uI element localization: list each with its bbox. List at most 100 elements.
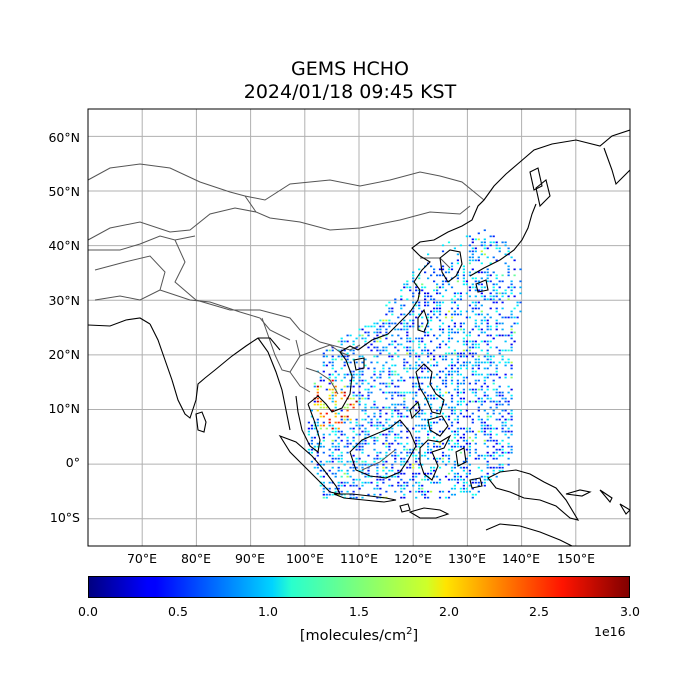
data-pixel (400, 496, 403, 499)
data-pixel (382, 442, 385, 445)
data-pixel (462, 271, 465, 274)
data-pixel (501, 463, 504, 466)
data-pixel (409, 490, 412, 493)
data-pixel (349, 496, 352, 499)
data-pixel (486, 394, 489, 397)
data-pixel (385, 349, 388, 352)
data-pixel (352, 385, 355, 388)
data-pixel (412, 475, 415, 478)
data-pixel (441, 457, 445, 460)
data-pixel (424, 391, 427, 394)
data-pixel (447, 310, 451, 313)
data-pixel (400, 394, 403, 397)
data-pixel (313, 445, 316, 448)
data-pixel (388, 445, 391, 448)
data-pixel (373, 487, 376, 490)
data-pixel (468, 400, 471, 403)
data-pixel (471, 352, 474, 355)
data-pixel (489, 334, 492, 337)
data-pixel (436, 292, 439, 295)
data-pixel (337, 466, 340, 469)
data-pixel (441, 418, 445, 421)
data-pixel (322, 463, 325, 466)
data-pixel (474, 436, 477, 439)
data-pixel (361, 442, 364, 445)
data-pixel (343, 364, 346, 367)
data-pixel (480, 418, 483, 421)
data-pixel (349, 403, 352, 406)
data-pixel (319, 484, 322, 487)
data-pixel (433, 397, 436, 400)
data-pixel (307, 448, 310, 451)
data-pixel (456, 418, 459, 421)
data-pixel (388, 307, 391, 310)
data-pixel (436, 283, 439, 286)
data-pixel (394, 364, 397, 367)
data-pixel (427, 277, 430, 280)
data-pixel (456, 352, 459, 355)
data-pixel (468, 430, 471, 433)
data-pixel (456, 331, 459, 334)
data-pixel (421, 316, 424, 319)
data-pixel (450, 376, 454, 379)
data-pixel (477, 400, 480, 403)
data-pixel (474, 358, 477, 361)
data-pixel (495, 259, 498, 262)
data-pixel (462, 415, 465, 418)
data-pixel (474, 346, 477, 349)
data-pixel (385, 490, 388, 493)
data-pixel (459, 367, 462, 370)
data-pixel (427, 385, 430, 388)
data-pixel (424, 472, 427, 475)
data-pixel (486, 454, 489, 457)
data-pixel (322, 496, 325, 499)
data-pixel (456, 475, 459, 478)
data-pixel (465, 355, 468, 358)
data-pixel (501, 451, 504, 454)
data-pixel (507, 274, 510, 277)
data-pixel (388, 322, 391, 325)
data-pixel (412, 448, 415, 451)
data-pixel (340, 343, 343, 346)
data-pixel (480, 271, 483, 274)
data-pixel (462, 352, 465, 355)
data-pixel (370, 436, 373, 439)
data-pixel (450, 301, 454, 304)
data-pixel (424, 427, 427, 430)
data-pixel (364, 442, 367, 445)
data-pixel (337, 448, 340, 451)
data-pixel (421, 361, 424, 364)
data-pixel (483, 253, 486, 256)
data-pixel (498, 400, 501, 403)
data-pixel (412, 325, 415, 328)
data-pixel (474, 313, 477, 316)
data-pixel (433, 307, 436, 310)
data-pixel (510, 412, 513, 415)
data-pixel (427, 313, 430, 316)
data-pixel (403, 397, 406, 400)
data-pixel (501, 403, 504, 406)
data-pixel (430, 406, 433, 409)
data-pixel (486, 376, 489, 379)
data-pixel (355, 457, 358, 460)
data-pixel (388, 370, 391, 373)
data-pixel (477, 232, 480, 235)
data-pixel (459, 451, 462, 454)
data-pixel (465, 487, 468, 490)
lat-label: 40°N (48, 238, 80, 253)
data-pixel (483, 361, 486, 364)
data-pixel (462, 268, 465, 271)
data-pixel (507, 400, 510, 403)
data-pixel (418, 274, 421, 277)
data-pixel (376, 463, 379, 466)
data-pixel (510, 445, 513, 448)
data-pixel (427, 490, 430, 493)
data-pixel (444, 316, 448, 319)
data-pixel (450, 394, 454, 397)
data-pixel (418, 346, 421, 349)
data-pixel (412, 340, 415, 343)
data-pixel (403, 322, 406, 325)
data-pixel (376, 451, 379, 454)
data-pixel (433, 334, 436, 337)
data-pixel (391, 466, 394, 469)
